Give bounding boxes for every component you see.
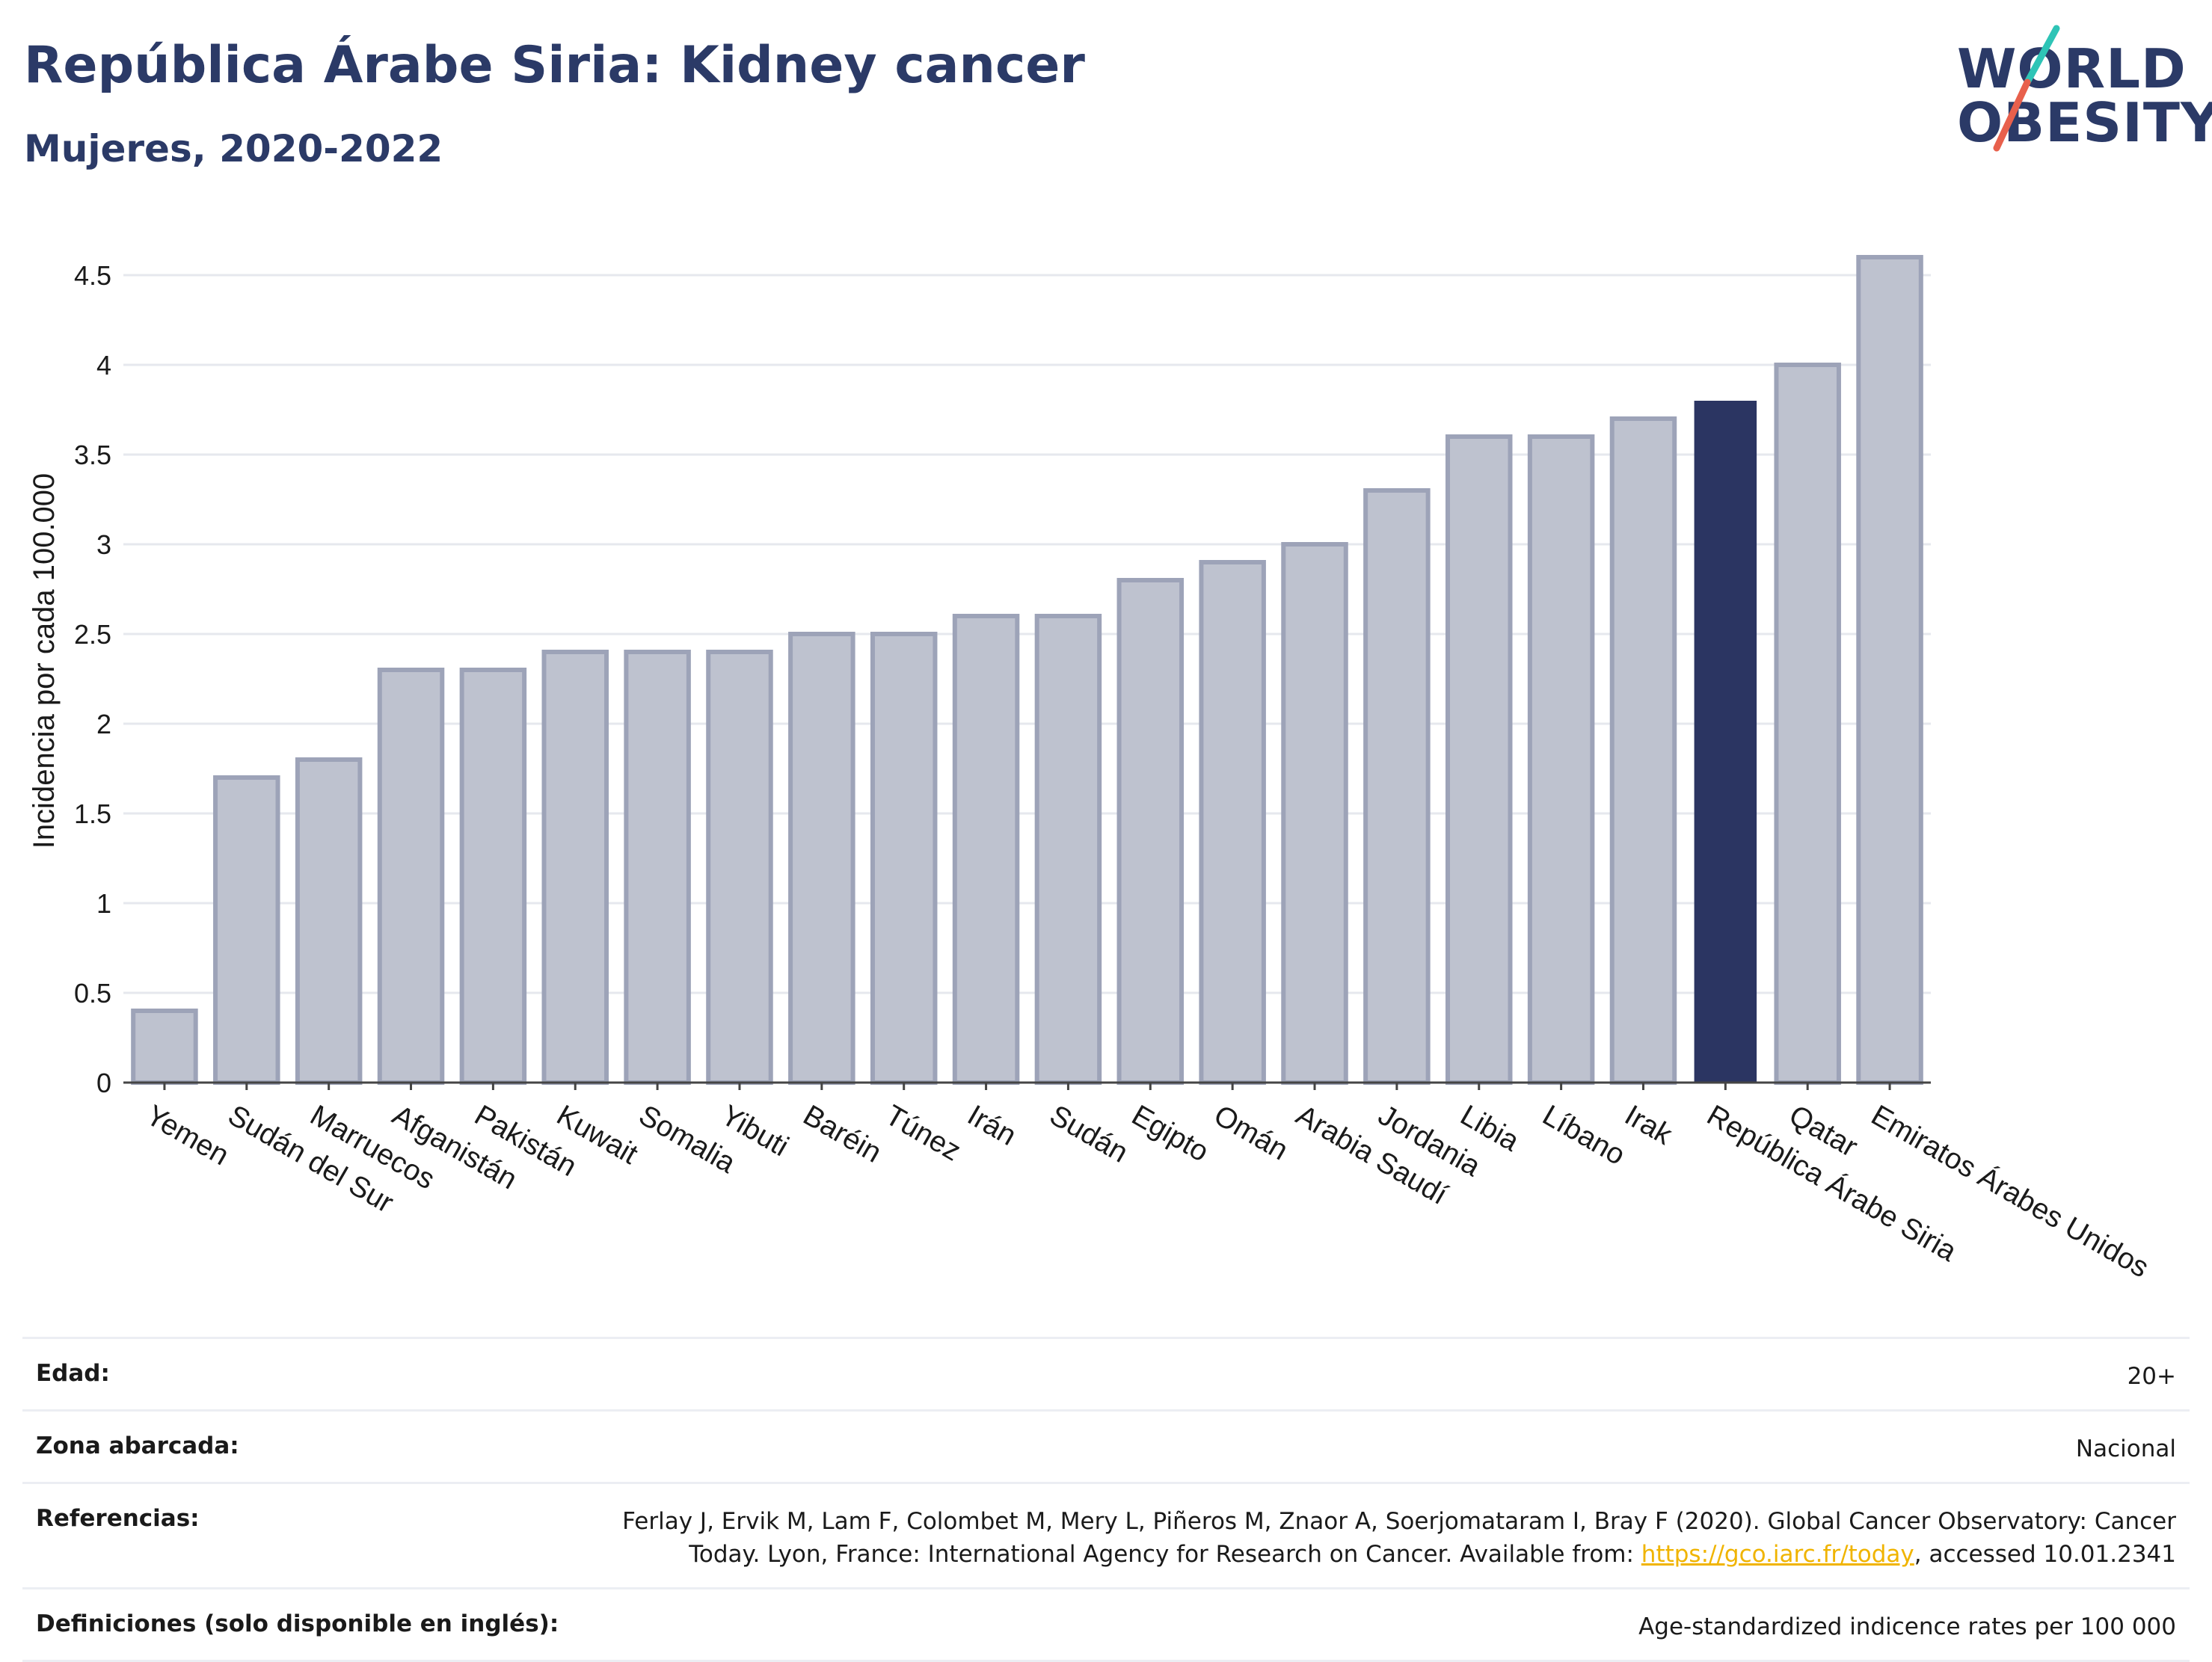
y-tick-label: 3.5 [74,440,111,470]
y-axis-ticks: 0 0.5 1 1.5 2 2.5 3 3.5 4 4.5 [74,260,111,1098]
y-tick-label: 3 [96,529,111,560]
bar [1609,416,1677,1085]
x-tick-label: Irán [962,1099,1021,1152]
x-tick-label: Yemen [141,1099,234,1172]
bar [1199,560,1266,1085]
x-tick-label: Emiratos Árabes Unidos [1866,1099,2154,1284]
bar [1116,578,1185,1085]
bar [788,632,855,1085]
info-label-definitions: Definiciones (solo disponible en inglés)… [36,1610,559,1637]
x-tick-label: Omán [1208,1099,1293,1166]
info-row-age: Edad: 20+ [22,1337,2190,1409]
bar [1281,542,1348,1085]
info-table: Edad: 20+ Zona abarcada: Nacional Refere… [22,1337,2190,1662]
x-tick-label: Baréin [798,1099,887,1169]
info-value-definitions: Age-standardized indicence rates per 100… [1638,1613,2176,1640]
reference-link[interactable]: https://gco.iarc.fr/today [1641,1541,1914,1568]
bar [459,668,527,1085]
info-label-area: Zona abarcada: [36,1432,239,1459]
bar [295,757,363,1085]
x-tick-label: Túnez [880,1099,966,1167]
y-tick-label: 4 [96,350,111,381]
info-value-area: Nacional [2075,1435,2176,1462]
y-axis-label: Incidencia por cada 100.000 [28,473,61,849]
logo-slash-icon [1993,25,2060,152]
x-tick-label: Sudán [1044,1099,1133,1169]
bar [213,775,280,1085]
bar [1034,614,1102,1085]
info-label-age: Edad: [36,1360,110,1387]
bars [131,255,1923,1085]
x-tick-label: Egipto [1126,1099,1214,1169]
y-tick-label: 4.5 [74,260,111,291]
info-label-references: Referencias: [36,1505,200,1532]
logo-line1: WORLD [1957,37,2187,100]
y-tick-label: 2 [96,709,111,739]
world-obesity-logo: WORLD OBESITY [1944,21,2212,156]
info-row-definitions: Definiciones (solo disponible en inglés)… [22,1587,2190,1662]
chart-subtitle: Mujeres, 2020-2022 [24,127,443,170]
bar [624,650,691,1085]
y-tick-label: 0.5 [74,978,111,1009]
bar [1774,363,1841,1085]
y-tick-label: 2.5 [74,619,111,650]
bar-highlighted [1694,401,1757,1083]
reference-accessed: , accessed 10.01.2341 [1914,1541,2176,1568]
info-row-references: Referencias: Ferlay J, Ervik M, Lam F, C… [22,1482,2190,1587]
bar [706,650,773,1085]
bar [1856,255,1923,1085]
bar [870,632,938,1085]
bar [1363,488,1431,1085]
bar [1446,434,1513,1085]
info-row-area: Zona abarcada: Nacional [22,1409,2190,1482]
bar [377,668,445,1085]
y-tick-label: 1 [96,888,111,919]
bar [1527,434,1595,1085]
y-tick-label: 0 [96,1068,111,1098]
bar [541,650,609,1085]
info-value-references: Ferlay J, Ervik M, Lam F, Colombet M, Me… [561,1505,2176,1571]
info-value-age: 20+ [2127,1363,2176,1390]
x-tick-label: Líbano [1537,1099,1631,1172]
y-tick-label: 1.5 [74,798,111,829]
chart-title: República Árabe Siria: Kidney cancer [24,36,1085,95]
bar [952,614,1020,1085]
bar [131,1009,198,1085]
reference-text: Ferlay J, Ervik M, Lam F, Colombet M, Me… [622,1508,2176,1568]
